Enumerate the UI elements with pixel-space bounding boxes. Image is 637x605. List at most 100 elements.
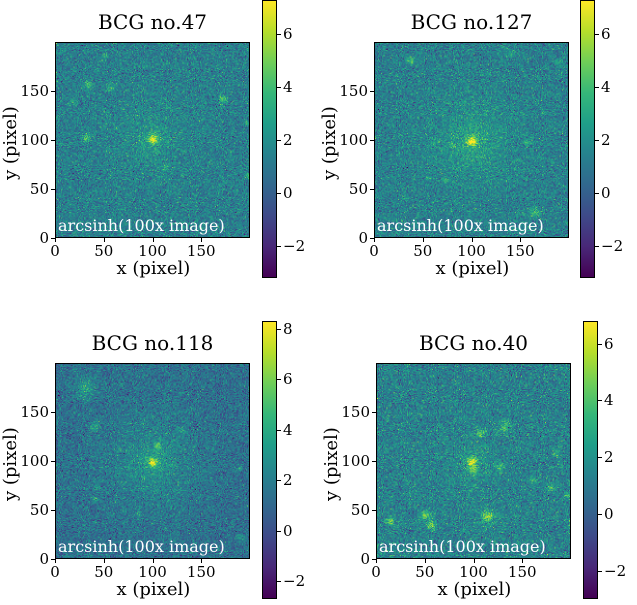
chart-title: BCG no.47 xyxy=(97,10,208,34)
x-tick-label: 50 xyxy=(94,563,114,581)
colorbar-tick-label: 4 xyxy=(604,391,614,410)
colorbar xyxy=(262,321,277,599)
colorbar-tick-label: 2 xyxy=(283,131,293,150)
x-tick-label: 0 xyxy=(50,563,60,581)
x-tick-label: 150 xyxy=(507,563,537,581)
colorbar-tick-label: 4 xyxy=(283,420,293,439)
heatmap-image xyxy=(376,363,571,559)
colorbar xyxy=(583,321,598,599)
y-tick-label: 0 xyxy=(39,229,49,247)
chart-title: BCG no.127 xyxy=(410,10,533,34)
colorbar-tick-label: −2 xyxy=(283,572,306,591)
x-tick-label: 150 xyxy=(505,242,535,260)
chart-title: BCG no.40 xyxy=(418,331,529,355)
colorbar-tick-label: 2 xyxy=(604,448,614,467)
x-axis-label: x (pixel) xyxy=(437,579,512,600)
colorbar xyxy=(262,0,277,278)
x-tick-mark xyxy=(471,238,473,242)
y-tick-label: 150 xyxy=(339,82,368,100)
x-tick-mark xyxy=(152,238,154,242)
x-tick-label: 0 xyxy=(371,563,381,581)
colorbar-tick-label: 6 xyxy=(604,334,614,353)
x-axis-label: x (pixel) xyxy=(116,258,191,279)
x-axis-label: x (pixel) xyxy=(116,579,191,600)
x-tick-label: 100 xyxy=(457,242,486,260)
colorbar-tick-mark xyxy=(277,34,281,36)
y-axis-label: y (pixel) xyxy=(0,427,21,501)
colorbar-tick-mark xyxy=(277,140,281,142)
y-axis-label: y (pixel) xyxy=(321,427,342,501)
x-tick-mark xyxy=(422,238,424,242)
colorbar-tick-label: 6 xyxy=(601,25,611,44)
y-tick-mark xyxy=(51,559,55,560)
colorbar-tick-label: 0 xyxy=(604,504,614,523)
x-tick-mark xyxy=(55,559,56,563)
colorbar-tick-mark xyxy=(595,87,599,89)
colorbar-tick-label: 0 xyxy=(283,521,293,540)
x-tick-label: 150 xyxy=(186,242,216,260)
colorbar-tick-mark xyxy=(595,34,599,36)
colorbar-tick-mark xyxy=(277,480,281,482)
colorbar-tick-label: 6 xyxy=(283,25,293,44)
colorbar-tick-mark xyxy=(277,429,281,431)
colorbar-tick-mark xyxy=(277,379,281,381)
y-tick-mark xyxy=(51,461,55,462)
y-tick-label: 150 xyxy=(20,82,49,100)
colorbar-tick-mark xyxy=(598,513,602,515)
x-tick-mark xyxy=(55,238,56,242)
colorbar-tick-mark xyxy=(277,328,281,330)
y-tick-mark xyxy=(51,189,55,190)
y-tick-mark xyxy=(51,91,55,92)
colorbar-tick-label: 4 xyxy=(283,78,293,97)
colorbar-tick-label: 4 xyxy=(601,78,611,97)
colorbar-tick-mark xyxy=(598,400,602,402)
x-tick-mark xyxy=(201,238,203,242)
y-tick-mark xyxy=(370,189,374,190)
heatmap-image xyxy=(55,363,250,559)
y-tick-mark xyxy=(51,510,55,511)
y-tick-mark xyxy=(51,238,55,239)
colorbar-tick-label: 2 xyxy=(601,131,611,150)
x-tick-label: 0 xyxy=(50,242,60,260)
annotation-text: arcsinh(100x image) xyxy=(58,537,225,556)
colorbar xyxy=(580,0,595,278)
y-tick-label: 100 xyxy=(339,131,368,149)
colorbar-tick-mark xyxy=(598,343,602,345)
colorbar-tick-label: 0 xyxy=(283,184,293,203)
colorbar-tick-label: −2 xyxy=(601,237,624,256)
colorbar-tick-label: 8 xyxy=(283,319,293,338)
x-tick-label: 150 xyxy=(186,563,216,581)
x-tick-label: 100 xyxy=(138,563,167,581)
x-tick-mark xyxy=(103,238,105,242)
y-tick-mark xyxy=(372,412,376,413)
y-axis-label: y (pixel) xyxy=(0,106,21,180)
y-tick-mark xyxy=(51,412,55,413)
colorbar-tick-label: −2 xyxy=(283,237,306,256)
colorbar-tick-mark xyxy=(598,457,602,459)
annotation-text: arcsinh(100x image) xyxy=(58,216,225,235)
x-tick-label: 100 xyxy=(459,563,488,581)
y-tick-label: 50 xyxy=(348,180,368,198)
x-axis-label: x (pixel) xyxy=(435,258,510,279)
chart-title: BCG no.118 xyxy=(91,331,214,355)
x-tick-label: 100 xyxy=(138,242,167,260)
x-tick-label: 50 xyxy=(94,242,114,260)
x-tick-mark xyxy=(424,559,426,563)
colorbar-tick-mark xyxy=(595,193,599,195)
y-tick-label: 0 xyxy=(39,550,49,568)
colorbar-tick-label: 0 xyxy=(601,184,611,203)
y-tick-mark xyxy=(372,510,376,511)
y-tick-mark xyxy=(370,140,374,141)
x-tick-label: 50 xyxy=(413,242,433,260)
y-tick-label: 100 xyxy=(341,452,370,470)
colorbar-tick-mark xyxy=(595,246,599,248)
y-tick-label: 100 xyxy=(20,131,49,149)
colorbar-tick-label: 6 xyxy=(283,370,293,389)
x-tick-mark xyxy=(374,238,375,242)
x-tick-mark xyxy=(522,559,524,563)
heatmap-image xyxy=(55,42,250,238)
colorbar-tick-label: −2 xyxy=(604,561,627,580)
colorbar-tick-mark xyxy=(598,570,602,572)
annotation-text: arcsinh(100x image) xyxy=(377,216,544,235)
annotation-text: arcsinh(100x image) xyxy=(379,537,546,556)
